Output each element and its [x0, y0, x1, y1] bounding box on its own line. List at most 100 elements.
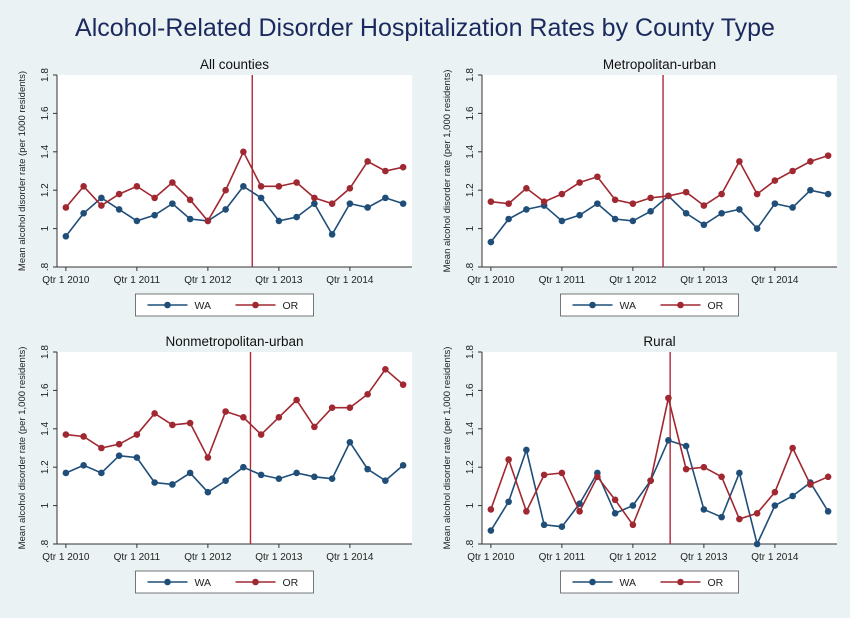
- y-axis-label: Mean alcohol disorder rate (per 1,000 re…: [442, 347, 453, 550]
- data-point-or: [753, 190, 761, 198]
- y-axis-label: Mean alcohol disorder rate (per 1,000 re…: [17, 347, 28, 550]
- data-point-or: [151, 194, 158, 202]
- data-point-or: [240, 148, 247, 156]
- data-point-or: [115, 190, 123, 198]
- data-point-or: [257, 183, 265, 190]
- data-point-or: [204, 454, 212, 461]
- y-axis-label: Mean alcohol disorder rate (per 1,000 re…: [442, 70, 453, 273]
- data-point-wa: [682, 209, 690, 217]
- legend-label-or: OR: [708, 577, 724, 589]
- data-point-wa: [576, 211, 583, 219]
- legend-marker-wa: [164, 578, 171, 586]
- panel-metropolitan-urban: Metropolitan-urban .8 1 1.2 1.4 1.6 1.8 Mean al…: [442, 57, 837, 317]
- x-tick-label: Qtr 1 2013: [680, 275, 728, 286]
- data-point-or: [576, 508, 583, 515]
- y-tick-label: 1: [40, 225, 51, 231]
- x-tick-label: Qtr 1 2014: [751, 275, 799, 286]
- data-point-or: [718, 190, 725, 198]
- data-point-or: [98, 444, 105, 452]
- data-point-wa: [275, 475, 283, 483]
- y-tick-label: 1.8: [465, 345, 476, 359]
- data-point-or: [364, 390, 371, 398]
- data-point-or: [346, 404, 354, 411]
- figure-title: Alcohol-Related Disorder Hospitalization…: [75, 14, 775, 42]
- data-point-wa: [771, 502, 779, 509]
- data-point-wa: [151, 479, 158, 486]
- legend-marker-or: [677, 578, 684, 586]
- y-tick-label: 1.2: [40, 183, 51, 197]
- y-tick-label: 1.4: [40, 421, 51, 435]
- data-point-wa: [346, 200, 354, 207]
- data-point-or: [824, 152, 832, 159]
- y-tick-label: 1.8: [465, 68, 476, 82]
- data-point-or: [700, 202, 708, 209]
- data-point-wa: [98, 194, 105, 202]
- legend-marker-or: [677, 301, 684, 309]
- data-point-wa: [364, 465, 371, 473]
- panel-title: Nonmetropolitan-urban: [165, 334, 303, 349]
- data-point-wa: [558, 523, 566, 531]
- y-tick-label: 1: [40, 502, 51, 508]
- data-point-or: [311, 423, 318, 431]
- x-tick-label: Qtr 1 2010: [467, 552, 515, 563]
- data-point-or: [505, 200, 512, 207]
- data-point-wa: [487, 238, 495, 246]
- data-point-or: [789, 167, 796, 175]
- data-point-or: [80, 183, 87, 190]
- panel-title: Metropolitan-urban: [603, 57, 716, 72]
- data-point-wa: [824, 190, 832, 198]
- y-tick-label: .8: [465, 539, 476, 548]
- data-point-or: [789, 444, 796, 452]
- data-point-wa: [169, 481, 176, 488]
- x-tick-label: Qtr 1 2012: [609, 552, 657, 563]
- data-point-or: [240, 413, 247, 421]
- data-point-wa: [629, 502, 637, 509]
- data-point-wa: [629, 217, 637, 225]
- data-point-or: [169, 421, 176, 429]
- y-tick-label: 1.8: [40, 345, 51, 359]
- data-point-wa: [133, 454, 141, 461]
- data-point-wa: [115, 452, 123, 459]
- legend: WA OR: [135, 293, 314, 317]
- y-tick-label: 1.4: [40, 144, 51, 158]
- data-point-wa: [505, 498, 512, 506]
- data-point-wa: [487, 527, 495, 534]
- data-point-or: [682, 465, 690, 473]
- data-point-or: [665, 394, 672, 402]
- data-point-or: [487, 506, 495, 513]
- data-point-wa: [399, 461, 407, 469]
- series-line-wa: [490, 189, 829, 243]
- y-tick-label: 1: [465, 225, 476, 231]
- data-point-wa: [611, 509, 619, 517]
- data-point-wa: [753, 225, 761, 232]
- data-point-wa: [328, 475, 336, 483]
- data-point-or: [629, 521, 637, 529]
- legend-box: [135, 293, 314, 317]
- x-tick-label: Qtr 1 2012: [184, 552, 232, 563]
- y-tick-label: 1.6: [465, 383, 476, 397]
- legend-label-wa: WA: [620, 300, 637, 312]
- x-tick-label: Qtr 1 2011: [114, 275, 161, 286]
- data-point-or: [293, 396, 300, 404]
- data-point-or: [807, 481, 814, 488]
- data-point-wa: [807, 186, 814, 194]
- data-point-or: [328, 404, 336, 411]
- data-point-wa: [62, 232, 70, 240]
- data-point-wa: [594, 200, 601, 207]
- data-point-or: [62, 204, 70, 211]
- y-tick-label: 1.2: [465, 460, 476, 474]
- data-point-or: [736, 158, 743, 165]
- legend-marker-or: [252, 301, 259, 309]
- series-line-wa: [65, 185, 404, 237]
- data-point-or: [771, 488, 779, 496]
- panel-title: All counties: [200, 57, 269, 72]
- data-point-or: [204, 217, 212, 225]
- x-tick-label: Qtr 1 2014: [326, 275, 374, 286]
- data-point-or: [275, 183, 283, 190]
- y-tick-label: .8: [40, 262, 51, 271]
- legend-box: [135, 570, 314, 594]
- y-tick-label: 1: [465, 502, 476, 508]
- data-point-or: [311, 194, 318, 202]
- data-point-or: [98, 202, 105, 209]
- data-point-or: [399, 163, 407, 171]
